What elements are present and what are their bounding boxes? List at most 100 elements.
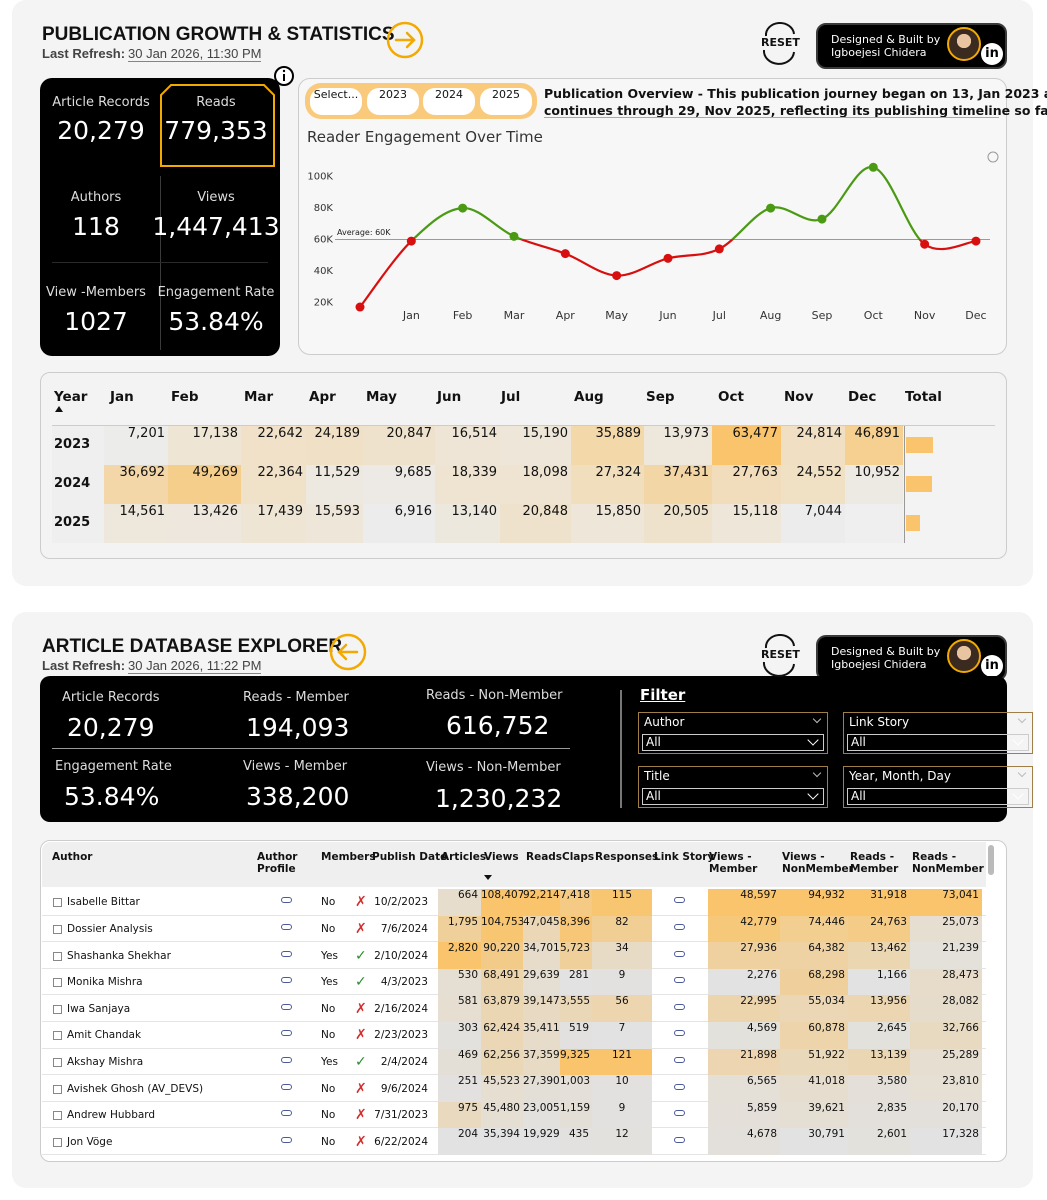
matrix-header[interactable]: Nov: [784, 389, 814, 405]
member-icon: ✗: [355, 1000, 367, 1017]
expand-icon[interactable]: [53, 1031, 62, 1041]
profile-link[interactable]: [281, 897, 292, 904]
table-cell: 469: [438, 1048, 481, 1076]
story-link[interactable]: [674, 897, 685, 904]
table-header[interactable]: Author: [52, 851, 93, 863]
matrix-header[interactable]: Mar: [244, 389, 274, 405]
matrix-header[interactable]: Year: [54, 389, 88, 405]
table-header[interactable]: Link Story: [654, 851, 715, 863]
table-header[interactable]: Articles: [441, 851, 487, 863]
scrollbar: [988, 845, 994, 875]
story-link[interactable]: [674, 950, 685, 957]
story-link[interactable]: [674, 923, 685, 930]
matrix-header[interactable]: Jan: [110, 389, 134, 405]
table-header[interactable]: Author Profile: [257, 851, 298, 875]
expand-icon[interactable]: [53, 1084, 62, 1094]
table-header[interactable]: Publish Date: [372, 851, 448, 863]
story-link[interactable]: [674, 1030, 685, 1037]
expand-icon[interactable]: [53, 1137, 62, 1147]
story-link[interactable]: [674, 1110, 685, 1117]
matrix-header[interactable]: Jun: [437, 389, 462, 405]
profile-link[interactable]: [281, 1003, 292, 1010]
member-status: No: [321, 1109, 336, 1122]
table-cell: 23,810: [910, 1075, 982, 1102]
filter-box: [843, 712, 1033, 754]
table-header[interactable]: Views: [484, 851, 519, 863]
table-header[interactable]: Reads - Member: [850, 851, 899, 875]
profile-link[interactable]: [281, 1136, 292, 1143]
expand-icon[interactable]: [53, 1057, 62, 1067]
table-cell: 63,879: [481, 995, 523, 1022]
story-link[interactable]: [674, 1083, 685, 1090]
matrix-cell: 7,201: [104, 426, 168, 465]
table-header[interactable]: Members: [321, 851, 376, 863]
filter-dropdown[interactable]: [642, 734, 824, 751]
table-cell: 68,298: [780, 968, 848, 996]
reset-button[interactable]: RESET: [761, 648, 800, 661]
profile-link[interactable]: [281, 1083, 292, 1090]
table-cell: 32,766: [910, 1022, 982, 1049]
matrix-cell: 17,138: [168, 426, 241, 465]
chart-title: Reader Engagement Over Time: [307, 128, 543, 146]
slicer-button[interactable]: 2023: [367, 88, 419, 115]
table-cell: 21,239: [910, 942, 982, 969]
matrix-header[interactable]: Total: [905, 389, 942, 405]
table-header[interactable]: Views - NonMember: [782, 851, 854, 875]
linkedin-icon[interactable]: in: [981, 43, 1003, 65]
reset-button[interactable]: RESET: [761, 36, 800, 49]
matrix-header[interactable]: Dec: [848, 389, 877, 405]
table-cell: 90,220: [481, 942, 523, 969]
linkedin-icon[interactable]: in: [981, 655, 1003, 677]
matrix-header[interactable]: Oct: [718, 389, 744, 405]
filter-dropdown[interactable]: [847, 734, 1029, 751]
member-status: Yes: [321, 976, 338, 989]
kpi-value: 20,279: [57, 116, 145, 145]
matrix-header[interactable]: Apr: [309, 389, 336, 405]
profile-link[interactable]: [281, 1030, 292, 1037]
story-link[interactable]: [674, 1136, 685, 1143]
expand-icon[interactable]: [53, 1004, 62, 1014]
profile-link[interactable]: [281, 923, 292, 930]
table-header[interactable]: Responses: [595, 851, 659, 863]
story-link[interactable]: [674, 1003, 685, 1010]
table-cell: 28,082: [910, 995, 982, 1022]
matrix-header[interactable]: Feb: [171, 389, 199, 405]
member-status: No: [321, 1082, 336, 1095]
kpi-value: 616,752: [446, 711, 550, 740]
matrix-header[interactable]: Jul: [501, 389, 521, 405]
table-header[interactable]: Reads - NonMember: [912, 851, 984, 875]
expand-icon[interactable]: [53, 1111, 62, 1121]
credit-name: Igboejesi Chidera: [831, 658, 927, 671]
filter-dropdown[interactable]: [847, 788, 1029, 805]
matrix-cell: 13,140: [435, 504, 500, 543]
table-cell: 2,820: [438, 942, 481, 969]
matrix-header[interactable]: Sep: [646, 389, 675, 405]
profile-link[interactable]: [281, 977, 292, 984]
author-name: Monika Mishra: [67, 976, 143, 989]
story-link[interactable]: [674, 1056, 685, 1063]
slicer-button[interactable]: 2025: [480, 88, 532, 115]
expand-icon[interactable]: [53, 924, 62, 934]
table-header[interactable]: Claps: [562, 851, 595, 863]
story-link[interactable]: [674, 977, 685, 984]
credit-name: Igboejesi Chidera: [831, 46, 927, 59]
kpi-label: Views: [197, 190, 235, 205]
table-header[interactable]: Views - Member: [709, 851, 758, 875]
matrix-header[interactable]: Aug: [574, 389, 604, 405]
profile-link[interactable]: [281, 1056, 292, 1063]
profile-link[interactable]: [281, 1110, 292, 1117]
matrix-header[interactable]: May: [366, 389, 397, 405]
profile-link[interactable]: [281, 950, 292, 957]
table-header[interactable]: Reads: [526, 851, 563, 863]
table-cell: 7: [592, 1022, 652, 1049]
matrix-cell: 6,916: [363, 504, 435, 543]
table-cell: 115: [592, 889, 652, 916]
kpi-value: 1027: [64, 307, 128, 336]
expand-icon[interactable]: [53, 951, 62, 961]
slicer-button[interactable]: 2024: [423, 88, 475, 115]
expand-icon[interactable]: [53, 978, 62, 988]
member-status: Yes: [321, 1055, 338, 1068]
slicer-button[interactable]: Select...: [310, 88, 362, 115]
filter-dropdown[interactable]: [642, 788, 824, 805]
expand-icon[interactable]: [53, 898, 62, 908]
